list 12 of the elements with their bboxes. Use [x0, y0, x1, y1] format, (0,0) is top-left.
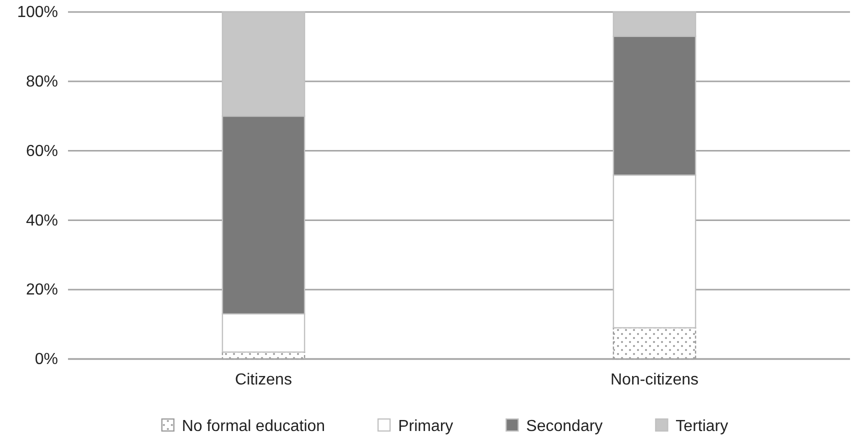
y-tick-label: 40% [26, 212, 58, 230]
y-tick-label: 80% [26, 74, 58, 91]
legend-label: Primary [398, 418, 454, 435]
y-tick-label: 100% [17, 4, 58, 22]
legend-label: Tertiary [676, 418, 728, 435]
x-tick-label: Citizens [235, 371, 292, 388]
legend-label: Secondary [526, 418, 603, 435]
y-tick-label: 20% [26, 282, 58, 299]
x-tick-label: Non-citizens [610, 371, 699, 388]
legend-label: No formal education [182, 418, 326, 435]
y-tick-label: 60% [26, 142, 58, 160]
y-tick-label: 0% [34, 351, 58, 368]
